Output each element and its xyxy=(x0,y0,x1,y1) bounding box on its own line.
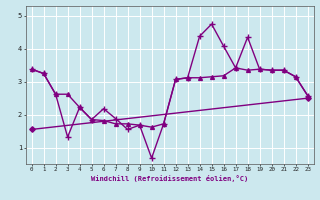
X-axis label: Windchill (Refroidissement éolien,°C): Windchill (Refroidissement éolien,°C) xyxy=(91,175,248,182)
